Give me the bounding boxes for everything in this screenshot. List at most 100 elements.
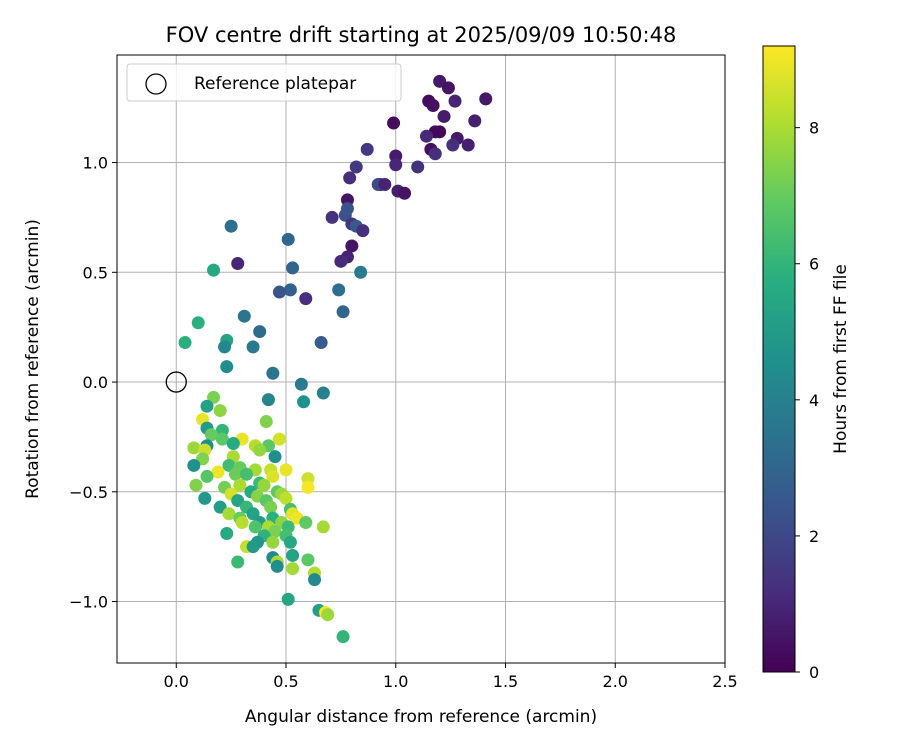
x-axis-ticks: 0.0 0.5 1.0 1.5 2.0 2.5 bbox=[164, 663, 738, 691]
data-point bbox=[270, 559, 284, 573]
grid-lines bbox=[117, 55, 726, 663]
legend: Reference platepar bbox=[126, 63, 402, 102]
y-tick-label: −0.5 bbox=[69, 483, 108, 502]
data-point bbox=[398, 186, 412, 200]
data-point bbox=[279, 463, 293, 477]
data-point bbox=[336, 630, 350, 644]
data-point bbox=[246, 540, 260, 554]
colorbar-ticks: 0 2 4 6 8 bbox=[795, 119, 819, 682]
data-point bbox=[334, 254, 348, 268]
legend-reference-marker bbox=[145, 73, 167, 95]
data-point bbox=[336, 305, 350, 319]
data-point bbox=[257, 478, 271, 492]
data-point bbox=[281, 592, 295, 606]
data-point bbox=[215, 432, 229, 446]
data-point bbox=[261, 393, 275, 407]
data-point bbox=[345, 239, 359, 253]
data-point bbox=[229, 467, 243, 481]
data-point bbox=[354, 265, 368, 279]
data-point bbox=[446, 138, 460, 152]
data-point bbox=[187, 441, 201, 455]
colorbar-tick-label: 6 bbox=[809, 255, 819, 274]
data-point bbox=[299, 516, 313, 530]
data-point bbox=[286, 548, 300, 562]
data-point bbox=[468, 114, 482, 128]
data-point bbox=[479, 92, 493, 106]
data-point bbox=[233, 478, 247, 492]
legend-box bbox=[126, 63, 402, 102]
data-point bbox=[340, 202, 354, 216]
y-axis-ticks: −1.0 −0.5 0.0 0.5 1.0 bbox=[69, 154, 117, 612]
reference-marker-layer bbox=[165, 371, 187, 393]
data-point bbox=[222, 507, 236, 521]
data-point bbox=[248, 520, 262, 534]
data-point bbox=[266, 366, 280, 380]
data-point bbox=[246, 340, 260, 354]
data-point bbox=[325, 210, 339, 224]
data-point bbox=[419, 129, 433, 143]
data-point bbox=[448, 94, 462, 108]
x-tick-label: 1.5 bbox=[493, 672, 518, 691]
y-tick-label: 1.0 bbox=[83, 154, 108, 173]
colorbar-tick-label: 4 bbox=[809, 391, 819, 410]
data-point bbox=[281, 232, 295, 246]
reference-platepar-marker bbox=[165, 371, 187, 393]
data-point bbox=[231, 257, 245, 271]
data-point bbox=[240, 467, 254, 481]
data-point bbox=[187, 458, 201, 472]
data-point bbox=[299, 292, 313, 306]
colorbar-tick-label: 0 bbox=[809, 663, 819, 682]
data-point bbox=[191, 316, 205, 330]
data-point bbox=[272, 432, 286, 446]
data-point bbox=[433, 125, 447, 139]
data-point bbox=[200, 399, 214, 413]
data-point bbox=[283, 283, 297, 297]
data-point bbox=[189, 478, 203, 492]
data-point bbox=[426, 98, 440, 112]
data-point bbox=[441, 81, 455, 95]
data-points bbox=[178, 74, 493, 644]
data-point bbox=[211, 465, 225, 479]
data-point bbox=[268, 450, 282, 464]
data-point bbox=[286, 261, 300, 275]
data-point bbox=[259, 415, 273, 429]
data-point bbox=[301, 480, 315, 494]
x-tick-label: 2.0 bbox=[603, 672, 628, 691]
data-point bbox=[389, 158, 403, 172]
y-tick-label: −1.0 bbox=[69, 593, 108, 612]
data-point bbox=[268, 524, 282, 538]
data-point bbox=[207, 263, 221, 277]
data-point bbox=[308, 573, 322, 587]
x-tick-label: 0.5 bbox=[273, 672, 298, 691]
data-point bbox=[272, 285, 286, 299]
legend-entry-reference: Reference platepar bbox=[194, 74, 356, 94]
data-point bbox=[297, 395, 311, 409]
data-point bbox=[198, 491, 212, 505]
data-point bbox=[200, 469, 214, 483]
colorbar-label: Hours from first FF file bbox=[831, 264, 851, 454]
data-point bbox=[266, 469, 280, 483]
data-point bbox=[321, 608, 335, 622]
data-point bbox=[356, 224, 370, 238]
data-point bbox=[343, 171, 357, 185]
colorbar-gradient bbox=[762, 45, 796, 673]
data-point bbox=[301, 553, 315, 567]
data-point bbox=[378, 178, 392, 192]
data-point bbox=[253, 325, 267, 339]
data-point bbox=[204, 428, 218, 442]
x-tick-label: 2.5 bbox=[712, 672, 737, 691]
data-point bbox=[316, 386, 330, 400]
data-point bbox=[253, 443, 267, 457]
x-tick-label: 0.0 bbox=[164, 672, 189, 691]
data-point bbox=[266, 535, 280, 549]
data-point bbox=[349, 160, 363, 174]
data-point bbox=[220, 360, 234, 374]
chart-title: FOV centre drift starting at 2025/09/09 … bbox=[166, 23, 677, 47]
colorbar-tick-label: 8 bbox=[809, 119, 819, 138]
data-point bbox=[428, 147, 442, 161]
data-point bbox=[283, 535, 297, 549]
data-point bbox=[279, 491, 293, 505]
plot-frame bbox=[116, 54, 726, 664]
